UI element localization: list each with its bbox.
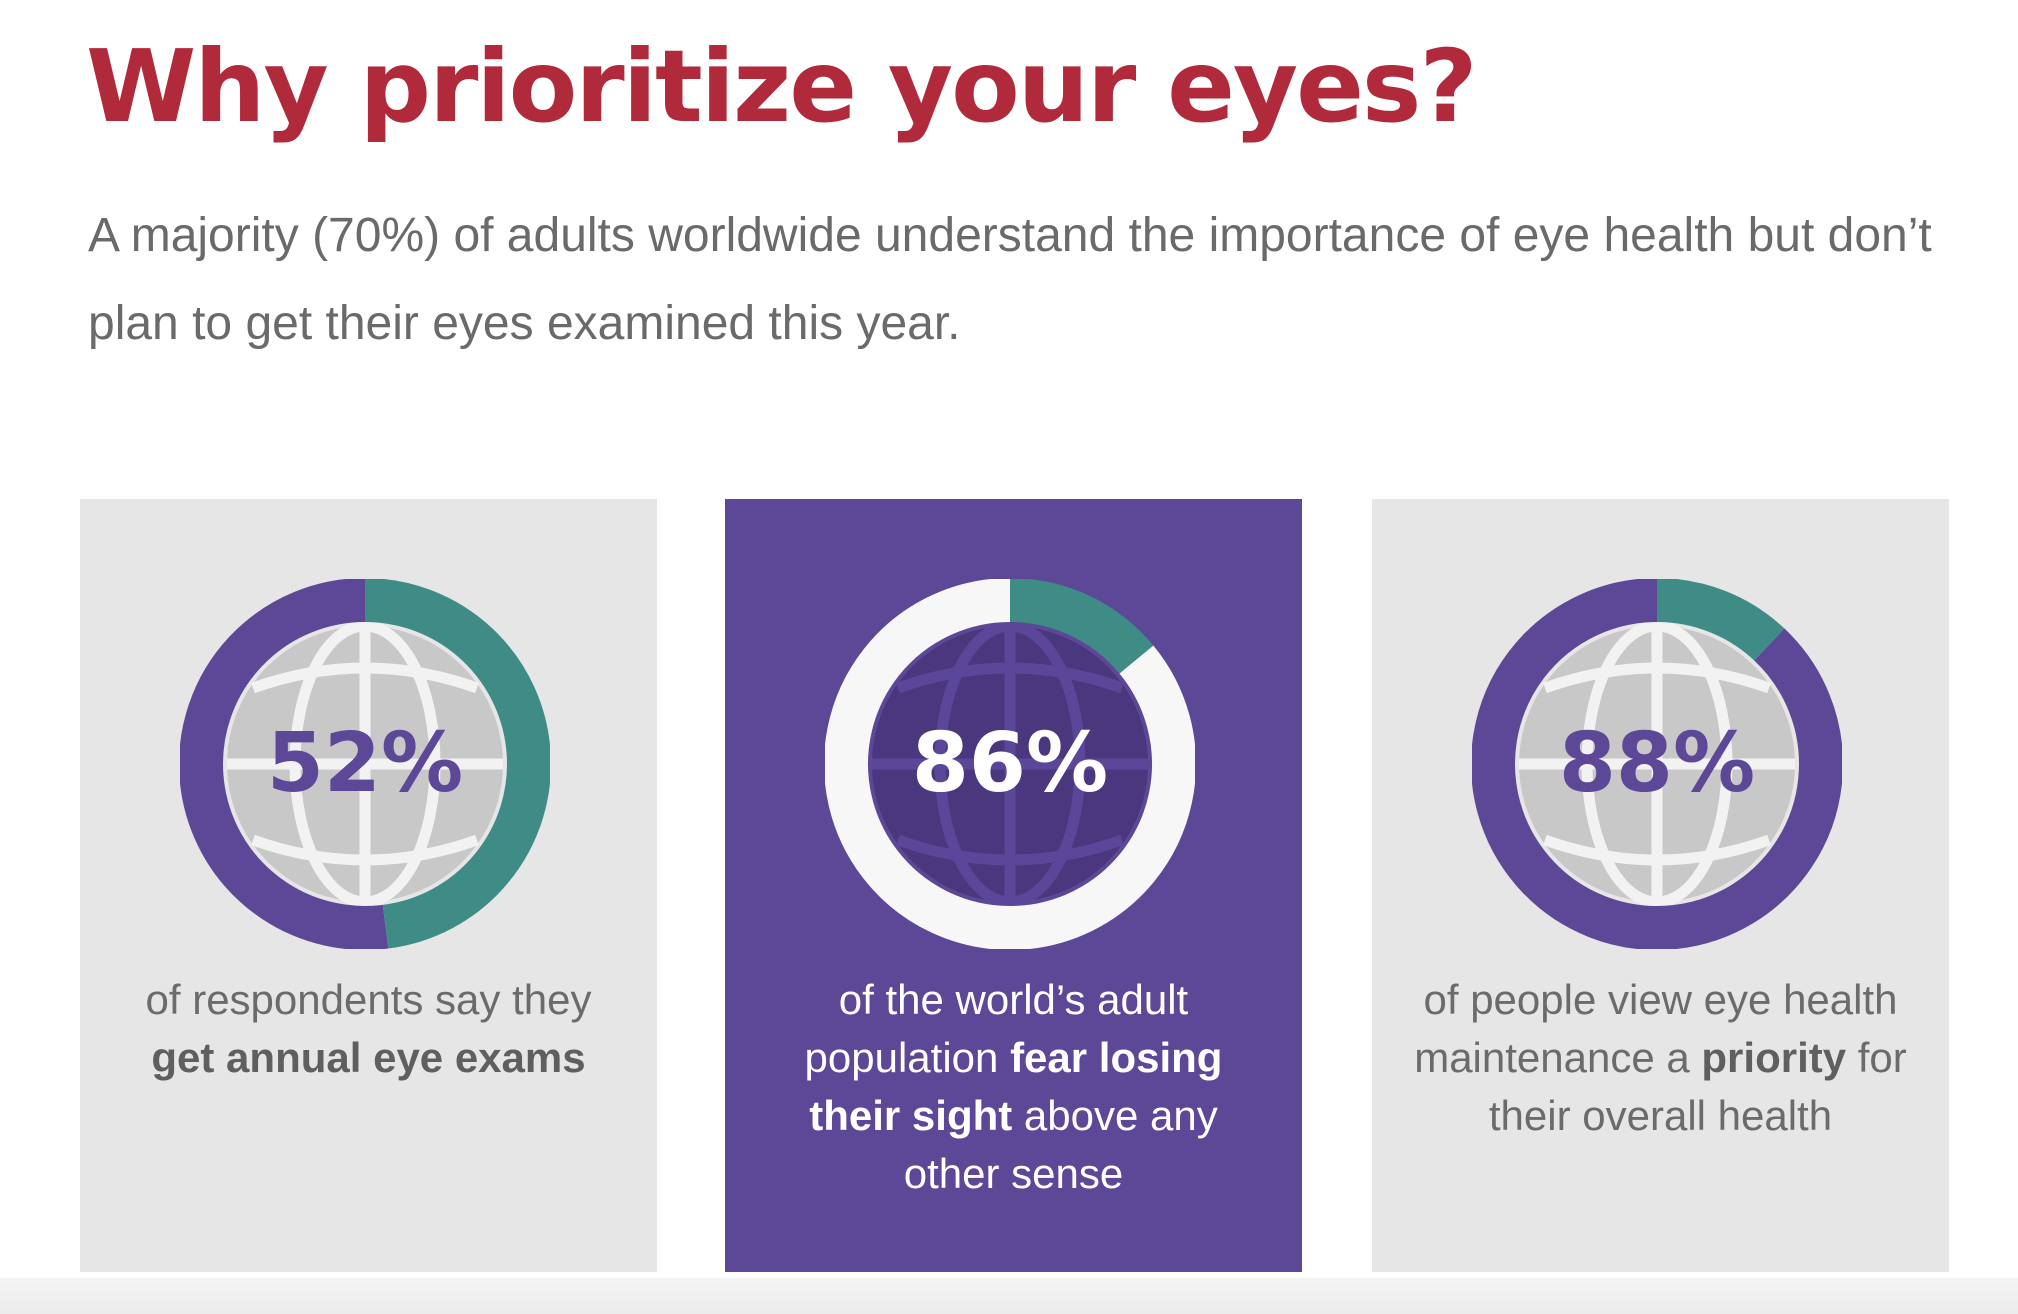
stat-description: of respondents say they get annual eye e… <box>120 971 617 1087</box>
text-normal: above any other sense <box>903 1092 1218 1197</box>
globe-line <box>251 834 479 866</box>
stat-card-fear-losing-sight: 86% of the world’s adult population fear… <box>725 499 1302 1272</box>
stat-value: 88% <box>1559 716 1755 811</box>
text-emphasis: fear losing their sight <box>809 1034 1223 1139</box>
donut-graphics <box>180 579 550 949</box>
donut-slice-main <box>180 579 389 949</box>
donut-graphics <box>1472 579 1842 949</box>
donut-chart: 86% <box>825 579 1195 949</box>
globe-meridian <box>289 620 441 908</box>
text-normal: of people view eye health maintenance a <box>1414 976 1898 1081</box>
donut-slice-main <box>1472 579 1842 949</box>
donut-slice-remainder <box>364 579 550 949</box>
donut-chart: 88% <box>1472 579 1842 949</box>
globe-icon <box>872 620 1148 908</box>
intro-text: A majority (70%) of adults worldwide und… <box>88 209 1932 350</box>
stat-description: of people view eye health maintenance a … <box>1412 971 1909 1145</box>
page-title: Why prioritize your eyes? <box>86 28 1477 145</box>
donut-slice-remainder <box>1009 579 1154 674</box>
globe-line <box>251 662 479 694</box>
donut-chart: 52% <box>180 579 550 949</box>
globe-line <box>1543 662 1771 694</box>
text-normal: of the world’s adult population <box>804 976 1189 1081</box>
donut-slice-main <box>825 579 1195 949</box>
donut-slice-remainder <box>1656 579 1785 661</box>
stat-value: 86% <box>912 716 1108 811</box>
stat-description: of the world’s adult population fear los… <box>765 971 1262 1203</box>
globe-line <box>896 662 1124 694</box>
text-emphasis: priority <box>1701 1034 1847 1081</box>
text-normal: for their overall health <box>1488 1034 1907 1139</box>
donut-graphics <box>825 579 1195 949</box>
globe-line <box>1543 834 1771 866</box>
stat-card-priority: 88% of people view eye health maintenanc… <box>1372 499 1949 1272</box>
globe-icon <box>227 620 503 908</box>
globe-icon <box>1519 620 1795 908</box>
text-emphasis: get annual eye exams <box>151 1034 586 1081</box>
globe-meridian <box>1581 620 1733 908</box>
stat-card-annual-exams: 52% of respondents say they get annual e… <box>80 499 657 1272</box>
globe-line <box>896 834 1124 866</box>
stat-value: 52% <box>267 716 463 811</box>
page-bottom-edge <box>0 1278 2018 1314</box>
globe-meridian <box>934 620 1086 908</box>
text-normal: of respondents say they <box>145 976 592 1023</box>
